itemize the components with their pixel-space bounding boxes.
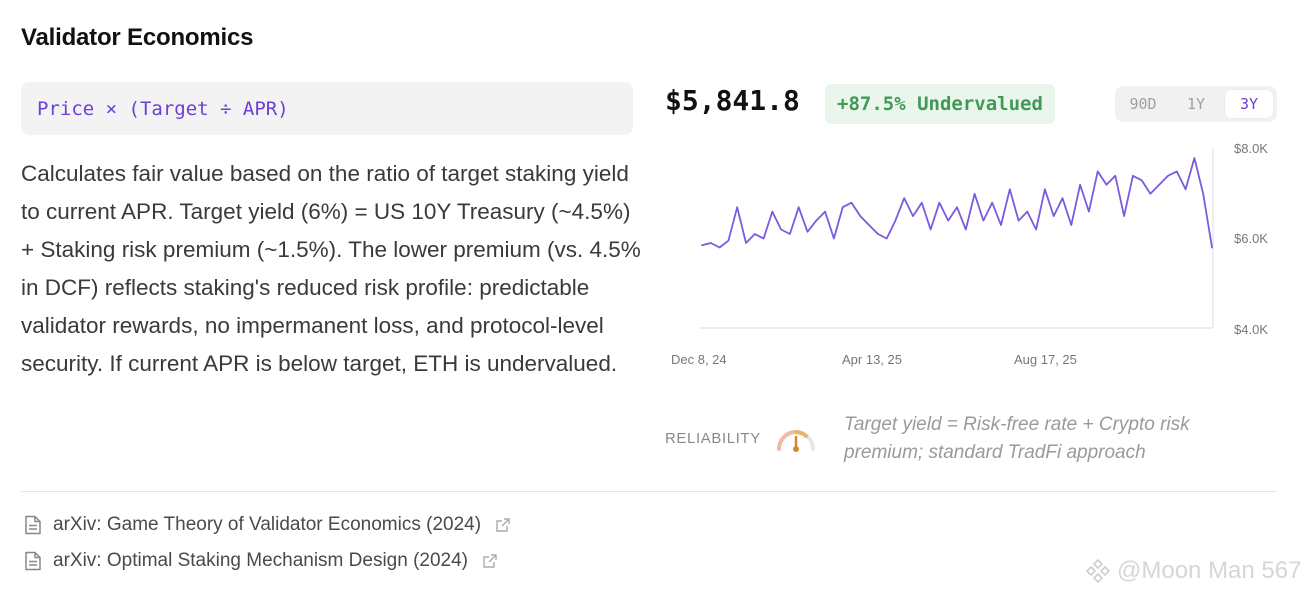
- reliability-note: Target yield = Risk-free rate + Crypto r…: [844, 414, 1190, 463]
- x-tick-label: Apr 13, 25: [842, 352, 902, 367]
- formula-box: Price × (Target ÷ APR): [21, 82, 633, 135]
- range-selector: 90D 1Y 3Y: [1115, 86, 1277, 122]
- range-tab-3y[interactable]: 3Y: [1225, 90, 1273, 118]
- document-icon: [25, 515, 41, 535]
- reference-link[interactable]: arXiv: Optimal Staking Mechanism Design …: [53, 550, 469, 571]
- section-title: Validator Economics: [21, 24, 254, 51]
- reference-item[interactable]: arXiv: Optimal Staking Mechanism Design …: [24, 550, 498, 572]
- external-link-icon[interactable]: [482, 553, 498, 569]
- reliability-label: RELIABILITY: [665, 430, 761, 447]
- reference-link[interactable]: arXiv: Game Theory of Validator Economic…: [53, 514, 482, 535]
- series-line: [701, 157, 1213, 249]
- y-tick-label: $4.0K: [1234, 322, 1268, 337]
- divider: [21, 491, 1277, 492]
- watermark-text: @Moon Man 567: [1117, 557, 1302, 584]
- x-tick-label: Dec 8, 24: [671, 352, 727, 367]
- reference-item[interactable]: arXiv: Game Theory of Validator Economic…: [24, 514, 511, 536]
- y-axis-ticks: $8.0K $6.0K $4.0K: [1234, 141, 1268, 337]
- y-tick-label: $8.0K: [1234, 141, 1268, 156]
- watermark: @Moon Man 567: [1085, 557, 1301, 585]
- range-tab-90d[interactable]: 90D: [1129, 95, 1157, 113]
- external-link-icon[interactable]: [495, 517, 511, 533]
- reliability-gauge-icon: [777, 430, 815, 452]
- range-tab-1y[interactable]: 1Y: [1186, 95, 1206, 113]
- binance-logo-icon: [1085, 558, 1111, 584]
- fair-value-price: $5,841.8: [665, 84, 800, 117]
- valuation-badge: +87.5% Undervalued: [825, 84, 1055, 124]
- method-description: Calculates fair value based on the ratio…: [21, 161, 641, 376]
- y-tick-label: $6.0K: [1234, 231, 1268, 246]
- formula-text: Price × (Target ÷ APR): [37, 97, 289, 120]
- x-tick-label: Aug 17, 25: [1014, 352, 1077, 367]
- x-axis-ticks: Dec 8, 24 Apr 13, 25 Aug 17, 25: [671, 352, 1077, 367]
- price-history-chart: $8.0K $6.0K $4.0K Dec 8, 24 Apr 13, 25 A…: [671, 141, 1268, 367]
- document-icon: [25, 551, 41, 571]
